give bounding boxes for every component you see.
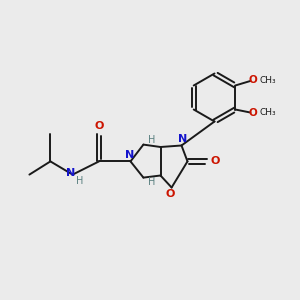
Text: O: O: [165, 189, 175, 199]
Text: N: N: [125, 150, 134, 161]
Text: CH₃: CH₃: [259, 76, 276, 85]
Text: O: O: [211, 156, 220, 167]
Text: O: O: [249, 107, 258, 118]
Text: N: N: [67, 168, 76, 178]
Text: O: O: [249, 75, 258, 85]
Text: H: H: [148, 177, 156, 187]
Text: CH₃: CH₃: [259, 108, 276, 117]
Text: N: N: [178, 134, 187, 144]
Text: H: H: [148, 135, 156, 146]
Text: H: H: [76, 176, 84, 186]
Text: O: O: [95, 121, 104, 131]
